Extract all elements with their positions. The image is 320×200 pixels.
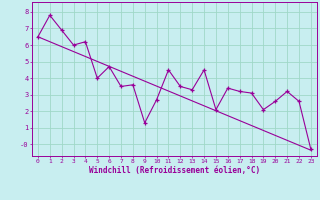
X-axis label: Windchill (Refroidissement éolien,°C): Windchill (Refroidissement éolien,°C) (89, 166, 260, 175)
